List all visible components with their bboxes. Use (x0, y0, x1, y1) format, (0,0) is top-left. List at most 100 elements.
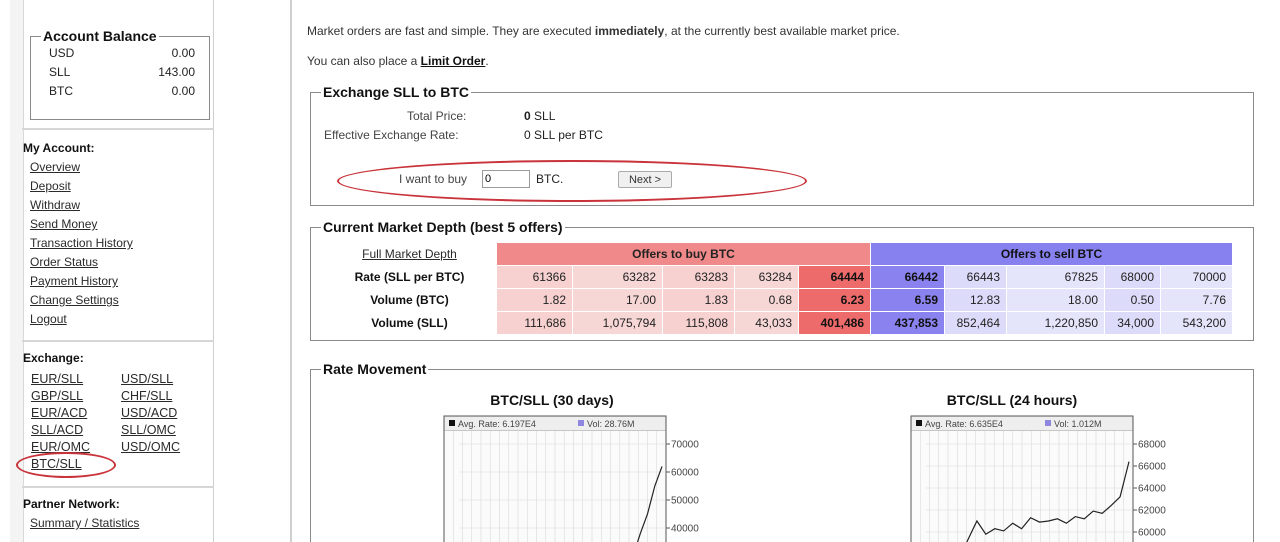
my-account-nav: Overview Deposit Withdraw Send Money Tra… (30, 158, 133, 329)
depth-volume-sll-row: Volume (SLL) 111,686 1,075,794 115,808 4… (322, 311, 1233, 335)
chart-24h-title: BTC/SLL (24 hours) (946, 392, 1078, 408)
row-label: Volume (BTC) (322, 288, 497, 312)
nav-payment-history-link[interactable]: Payment History (30, 274, 119, 288)
pair-gbp-sll-link[interactable]: GBP/SLL (31, 389, 84, 403)
sell-volume-btc: 18.00 (1006, 288, 1105, 312)
buy-volume-btc: 0.68 (734, 288, 799, 312)
sell-volume-sll: 852,464 (944, 311, 1007, 335)
legend-volume-label: Vol: 28.76M (587, 419, 635, 429)
account-balance-title: Account Balance (43, 28, 157, 44)
buy-rate: 63284 (734, 265, 799, 289)
total-price-label: Total Price: (407, 109, 467, 123)
market-depth-table: Full Market Depth Offers to buy BTC Offe… (322, 242, 1233, 335)
best-buy-volume-sll: 401,486 (798, 311, 871, 335)
summary-statistics-link[interactable]: Summary / Statistics (30, 516, 140, 530)
exchange-box: Exchange SLL to BTC (310, 84, 1254, 206)
buy-rate: 63282 (572, 265, 663, 289)
pair-eur-sll-link[interactable]: EUR/SLL (31, 372, 84, 386)
balance-currency: SLL (49, 65, 71, 79)
partner-network-nav: Summary / Statistics (30, 514, 139, 533)
balance-amount: 0.00 (171, 84, 195, 98)
nav-deposit-link[interactable]: Deposit (30, 179, 71, 193)
full-market-depth-link[interactable]: Full Market Depth (362, 247, 457, 261)
exchange-rate-value: 0 SLL per BTC (524, 128, 603, 142)
balance-row-btc: BTC 0.00 (41, 82, 199, 101)
balance-amount: 143.00 (158, 65, 195, 79)
pair-usd-omc-link[interactable]: USD/OMC (121, 440, 181, 454)
buy-volume-btc: 17.00 (572, 288, 663, 312)
exchange-pairs: EUR/SLL USD/SLL GBP/SLL CHF/SLL EUR/ACD … (31, 371, 211, 473)
chart-30d-title: BTC/SLL (30 days) (490, 392, 614, 408)
legend-bar (911, 416, 1133, 431)
y-tick-label: 60000 (671, 468, 699, 479)
main-content: Market orders are fast and simple. They … (290, 0, 1266, 542)
y-tick-label: 70000 (671, 440, 699, 451)
balance-row-sll: SLL 143.00 (41, 63, 199, 82)
chart-30-days: Avg. Rate: 6.197E4 Vol: 28.76M 70000 60000 5… (443, 415, 699, 542)
buy-rate: 63283 (662, 265, 735, 289)
buy-volume-sll: 1,075,794 (572, 311, 663, 335)
pair-usd-sll-link[interactable]: USD/SLL (121, 372, 174, 386)
intro-limit-order: You can also place a Limit Order. (307, 54, 489, 68)
legend-volume-label: Vol: 1.012M (1054, 419, 1102, 429)
sell-rate: 66443 (944, 265, 1007, 289)
nav-withdraw-link[interactable]: Withdraw (30, 198, 81, 212)
exchange-title: Exchange: (23, 351, 84, 365)
intro-market-orders: Market orders are fast and simple. They … (307, 24, 900, 38)
nav-overview-link[interactable]: Overview (30, 160, 81, 174)
best-sell-volume-btc: 6.59 (870, 288, 945, 312)
sidebar: Account Balance USD 0.00 SLL 143.00 BTC … (10, 0, 214, 542)
sell-rate: 67825 (1006, 265, 1105, 289)
buy-volume-sll: 43,033 (734, 311, 799, 335)
nav-logout-link[interactable]: Logout (30, 312, 67, 326)
legend-rate-label: Avg. Rate: 6.635E4 (925, 419, 1003, 429)
pair-sll-acd-link[interactable]: SLL/ACD (31, 423, 84, 437)
intro-text: Market orders are fast and simple. They … (307, 24, 595, 38)
buy-volume-sll: 115,808 (662, 311, 735, 335)
legend-swatch-volume (578, 420, 584, 426)
sell-volume-sll: 34,000 (1104, 311, 1161, 335)
intro-text: . (485, 54, 489, 68)
nav-change-settings-link[interactable]: Change Settings (30, 293, 119, 307)
depth-header-row: Full Market Depth Offers to buy BTC Offe… (322, 242, 1233, 266)
market-depth-box: Current Market Depth (best 5 offers) (310, 219, 1254, 341)
best-sell-volume-sll: 437,853 (870, 311, 945, 335)
pair-chf-sll-link[interactable]: CHF/SLL (121, 389, 173, 403)
sell-volume-btc: 12.83 (944, 288, 1007, 312)
legend-bar (444, 416, 666, 431)
legend-rate-label: Avg. Rate: 6.197E4 (458, 419, 536, 429)
best-sell-rate: 66442 (870, 265, 945, 289)
limit-order-link[interactable]: Limit Order (420, 54, 486, 68)
total-price-amount: 0 (524, 109, 531, 123)
pair-eur-omc-link[interactable]: EUR/OMC (31, 440, 91, 454)
nav-order-status-link[interactable]: Order Status (30, 255, 99, 269)
sell-offers-header: Offers to sell BTC (870, 242, 1233, 266)
sidebar-divider (22, 128, 214, 130)
partner-network-title: Partner Network: (23, 497, 120, 511)
total-price-value: 0 SLL (524, 109, 555, 123)
buy-unit: BTC. (536, 172, 564, 186)
sell-volume-btc: 7.76 (1160, 288, 1233, 312)
balance-row-usd: USD 0.00 (41, 44, 199, 63)
sidebar-divider (22, 340, 214, 342)
rate-movement-box: Rate Movement (310, 361, 1254, 542)
buy-label: I want to buy (399, 172, 468, 186)
legend-swatch-volume (1045, 420, 1051, 426)
y-tick-label: 66000 (1138, 462, 1166, 473)
buy-volume-sll: 111,686 (496, 311, 573, 335)
next-button[interactable]: Next > (618, 171, 672, 188)
pair-sll-omc-link[interactable]: SLL/OMC (121, 423, 176, 437)
pair-eur-acd-link[interactable]: EUR/ACD (31, 406, 88, 420)
sell-rate: 70000 (1160, 265, 1233, 289)
sell-volume-sll: 1,220,850 (1006, 311, 1105, 335)
row-label: Rate (SLL per BTC) (322, 265, 497, 289)
account-balance-box: Account Balance USD 0.00 SLL 143.00 BTC … (30, 28, 210, 120)
pair-usd-acd-link[interactable]: USD/ACD (121, 406, 178, 420)
nav-transaction-history-link[interactable]: Transaction History (30, 236, 133, 250)
buy-volume-btc: 1.82 (496, 288, 573, 312)
intro-emphasis: immediately (594, 24, 665, 38)
nav-send-money-link[interactable]: Send Money (30, 217, 98, 231)
btc-amount-input[interactable] (482, 170, 530, 188)
my-account-title: My Account: (23, 141, 95, 155)
sell-volume-sll: 543,200 (1160, 311, 1233, 335)
